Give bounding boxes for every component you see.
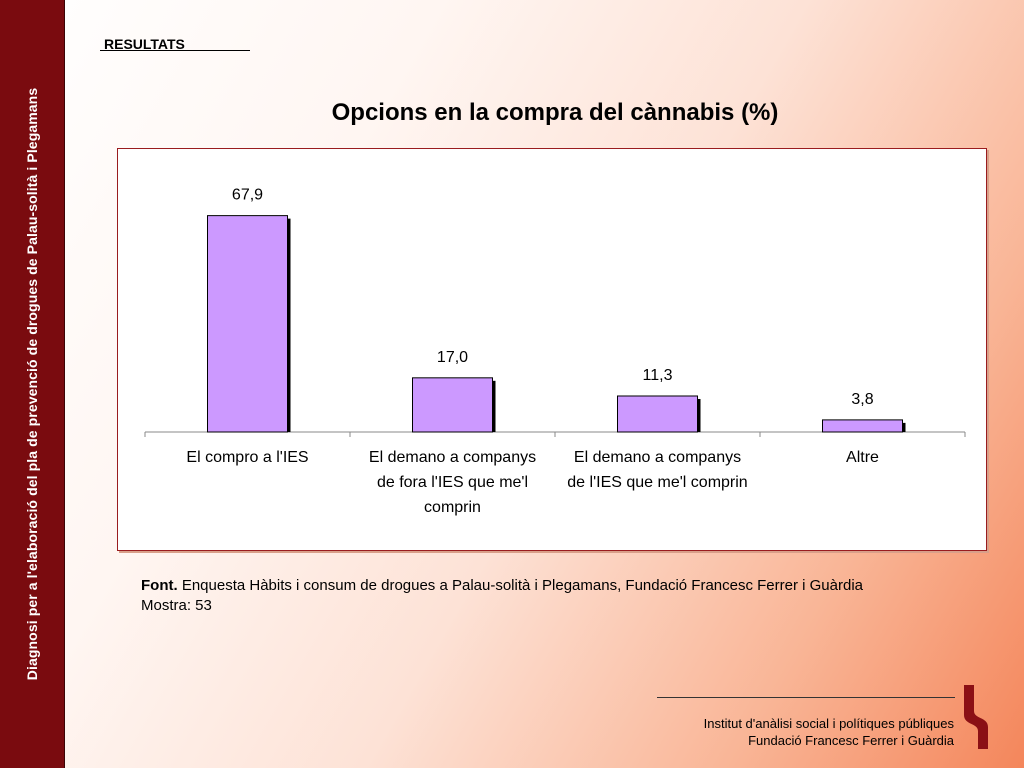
- source-text: Enquesta Hàbits i consum de drogues a Pa…: [177, 577, 863, 594]
- source-label: Font.: [141, 577, 178, 594]
- category-label: de fora l'IES que me'l: [377, 474, 528, 491]
- footer-line-2: Fundació Francesc Ferrer i Guàrdia: [748, 733, 954, 748]
- bar: [412, 377, 493, 433]
- data-label: 67,9: [232, 187, 263, 204]
- footer-credits: Institut d'anàlisi social i polítiques p…: [704, 715, 954, 749]
- chart-frame: 67,9 El compro a l'IES 17,0 El demano a com…: [117, 148, 987, 551]
- source-note: Font. Enquesta Hàbits i consum de drogue…: [141, 576, 863, 616]
- institute-logo-icon: [964, 685, 988, 749]
- section-underline: [100, 50, 250, 51]
- data-label: 17,0: [437, 349, 468, 366]
- section-label: RESULTATS: [104, 36, 185, 52]
- category-label: comprin: [424, 499, 481, 516]
- category-label: El demano a companys: [574, 449, 741, 466]
- footer-line-1: Institut d'anàlisi social i polítiques p…: [703, 716, 954, 731]
- footer-divider: [657, 697, 955, 698]
- sidebar: Diagnosi per a l'elaboració del pla de p…: [0, 0, 65, 768]
- data-label: 11,3: [643, 367, 673, 384]
- bar-chart: 67,9 El compro a l'IES 17,0 El demano a com…: [144, 187, 966, 516]
- category-label: El compro a l'IES: [186, 449, 308, 466]
- category-label: Altre: [846, 449, 879, 466]
- slide-title: Opcions en la compra del cànnabis (%): [331, 99, 779, 126]
- category-label: de l'IES que me'l comprin: [567, 474, 747, 491]
- data-label: 3,8: [851, 391, 873, 408]
- bar: [822, 419, 903, 433]
- category-label: El demano a companys: [369, 449, 536, 466]
- bar: [207, 215, 288, 433]
- sidebar-title: Diagnosi per a l'elaboració del pla de p…: [24, 87, 40, 681]
- sample-size: Mostra: 53: [141, 597, 212, 614]
- bar: [617, 395, 698, 433]
